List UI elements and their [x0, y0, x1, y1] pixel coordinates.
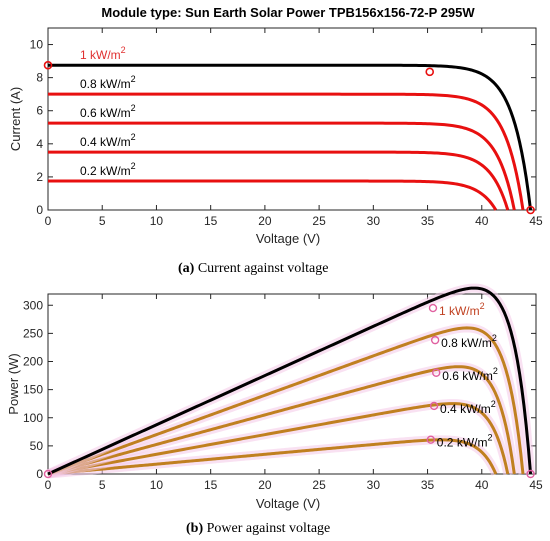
series-line	[48, 92, 525, 211]
chart-current-voltage: 0 5 10 15 20 25 30 35 40 45 0 2 4 6 8 10 Module type: Su…	[8, 5, 543, 276]
isc-marker	[43, 60, 53, 70]
x-tick-label: 5	[99, 478, 106, 492]
x-tick-label: 15	[204, 214, 218, 228]
y-tick-label: 10	[30, 38, 44, 52]
x-tick-label: 10	[150, 214, 164, 228]
caption-letter: (b)	[186, 521, 203, 536]
x-tick-label: 25	[312, 214, 326, 228]
x-tick-label: 30	[367, 478, 381, 492]
series-line	[48, 63, 533, 211]
y-tick-label: 150	[23, 383, 43, 397]
chart-title: Module type: Sun Earth Solar Power TPB15…	[101, 5, 475, 20]
x-axis-label: Voltage (V)	[256, 231, 320, 246]
y-tick-label: 2	[36, 170, 43, 184]
x-tick-label: 25	[312, 478, 326, 492]
mpp-marker	[430, 335, 440, 345]
chart-power-voltage: 0 5 10 15 20 25 30 35 40 45 0 50 100 150 200 250 300 Volt…	[6, 283, 543, 536]
y-tick-label: 50	[30, 439, 44, 453]
y-tick-label: 250	[23, 326, 43, 340]
mpp-marker	[432, 368, 441, 377]
y-tick-label: 0	[36, 467, 43, 481]
series-label: 0.2 kW/m2	[80, 161, 136, 178]
x-tick-label: 35	[421, 478, 435, 492]
caption-text: Current against voltage	[194, 261, 328, 276]
series-label: 0.4 kW/m2	[80, 132, 136, 149]
x-tick-label: 35	[421, 214, 435, 228]
y-tick-label: 4	[36, 137, 43, 151]
x-tick-label: 40	[475, 214, 489, 228]
series-label-sup: 2	[492, 333, 497, 343]
y-tick-label: 200	[23, 355, 43, 369]
series-label-sup: 2	[131, 103, 136, 113]
series-label-sup: 2	[121, 45, 126, 55]
y-axis-label: Power (W)	[6, 353, 21, 414]
origin-marker	[43, 469, 53, 479]
y-tick-label: 0	[36, 203, 43, 217]
y-axis-label: Current (A)	[8, 87, 23, 151]
series-label: 0.4 kW/m2	[440, 399, 496, 416]
figure-caption: (b) Power against voltage	[186, 521, 330, 536]
series-label-sup: 2	[493, 366, 498, 376]
mpp-marker	[426, 435, 436, 444]
x-tick-label: 20	[258, 478, 272, 492]
x-tick-label: 15	[204, 478, 218, 492]
y-tick-label: 6	[36, 104, 43, 118]
x-tick-label: 5	[99, 214, 106, 228]
series-label: 1 kW/m2	[80, 45, 126, 62]
x-tick-label: 20	[258, 214, 272, 228]
figure-caption: (a) Current against voltage	[178, 261, 328, 276]
x-tick-label: 0	[45, 214, 52, 228]
series-line	[47, 286, 533, 476]
series-label-sup: 2	[131, 132, 136, 142]
x-axis-label: Voltage (V)	[256, 496, 320, 511]
x-tick-label: 10	[150, 478, 164, 492]
x-tick-label: 30	[367, 214, 381, 228]
series-label-sup: 2	[131, 74, 136, 84]
mpp-marker	[428, 303, 438, 313]
mpp-marker	[429, 401, 439, 411]
x-tick-label: 0	[45, 478, 52, 492]
x-tick-label: 45	[529, 478, 543, 492]
series-label-sup: 2	[131, 161, 136, 171]
y-tick-label: 300	[23, 298, 43, 312]
series-line	[47, 326, 525, 476]
series-line	[48, 150, 510, 211]
series-line	[48, 179, 498, 211]
series-label: 0.6 kW/m2	[80, 103, 136, 120]
series-label-sup: 2	[480, 301, 485, 311]
x-tick-label: 45	[529, 214, 543, 228]
y-tick-label: 8	[36, 71, 43, 85]
series-label: 0.8 kW/m2	[441, 333, 497, 350]
voc-marker	[526, 469, 535, 479]
series-label: 0.8 kW/m2	[80, 74, 136, 91]
series-label-sup: 2	[491, 399, 496, 409]
series-label-sup: 2	[487, 433, 492, 443]
voc-marker	[526, 205, 535, 215]
series-label: 0.2 kW/m2	[437, 433, 493, 450]
y-tick-label: 100	[23, 411, 43, 425]
series-label: 1 kW/m2	[439, 301, 485, 318]
series-label: 0.6 kW/m2	[442, 366, 498, 383]
series-line	[47, 438, 498, 476]
caption-text: Power against voltage	[203, 521, 330, 536]
mpp-marker	[425, 67, 435, 77]
caption-letter: (a)	[178, 261, 195, 276]
x-tick-label: 40	[475, 478, 489, 492]
series-line	[48, 121, 516, 211]
